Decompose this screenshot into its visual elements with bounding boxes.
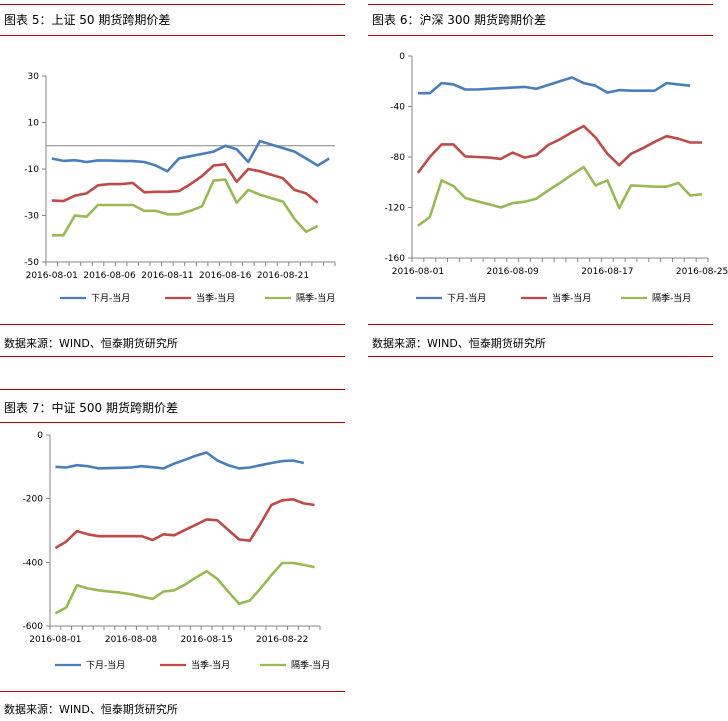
x-tick-label: 2016-08-08 bbox=[105, 635, 158, 645]
legend-label-1: 下月-当月 bbox=[86, 659, 125, 671]
y-tick-label: -50 bbox=[24, 258, 39, 268]
title-rule-1 bbox=[0, 35, 345, 36]
data-source: 数据来源：WIND、恒泰期货研究所 bbox=[372, 337, 546, 350]
title-rule-3 bbox=[0, 422, 345, 423]
y-tick-label: -200 bbox=[23, 495, 44, 505]
data-source: 数据来源：WIND、恒泰期货研究所 bbox=[4, 337, 178, 350]
legend-label-1: 下月-当月 bbox=[447, 292, 486, 304]
chart-title: 图表 6：沪深 300 期货跨期价差 bbox=[372, 13, 546, 27]
legend-label-2: 当季-当月 bbox=[196, 292, 235, 304]
x-tick-label: 2016-08-09 bbox=[486, 267, 539, 277]
title-rule-2 bbox=[368, 35, 713, 36]
series-line-3 bbox=[51, 178, 319, 237]
series-line-1 bbox=[51, 139, 330, 173]
y-tick-label: -600 bbox=[23, 622, 44, 632]
series-line-2 bbox=[54, 498, 315, 550]
x-tick-label: 2016-08-17 bbox=[581, 267, 633, 277]
y-tick-label: 10 bbox=[28, 119, 40, 129]
data-source: 数据来源：WIND、恒泰期货研究所 bbox=[4, 703, 178, 716]
source-rule-2 bbox=[368, 324, 713, 325]
y-tick-label: -30 bbox=[24, 212, 39, 222]
x-tick-label: 2016-08-01 bbox=[29, 635, 81, 645]
x-tick-label: 2016-08-25 bbox=[676, 267, 728, 277]
series-line-2 bbox=[416, 124, 703, 174]
bottom-rule-1 bbox=[0, 356, 345, 357]
y-tick-label: 0 bbox=[37, 431, 43, 441]
y-tick-label: -10 bbox=[24, 165, 39, 175]
x-tick-label: 2016-08-01 bbox=[26, 271, 78, 281]
chart-6-plot: 0 -40 -80 -120 -160 2016-08-01 2016-08-09 2016-… bbox=[385, 52, 728, 304]
x-tick-label: 2016-08-16 bbox=[199, 271, 252, 281]
legend-label-2: 当季-当月 bbox=[552, 292, 591, 304]
x-tick-label: 2016-08-06 bbox=[83, 271, 136, 281]
y-tick-label: 0 bbox=[399, 52, 405, 62]
chart-title: 图表 7：中证 500 期货跨期价差 bbox=[4, 401, 178, 415]
top-rule-1 bbox=[0, 4, 345, 5]
chart-5-plot: 30 10 -10 -30 -50 2016-08-01 2016-08-06 2016-08… bbox=[24, 72, 336, 304]
y-tick-label: -40 bbox=[390, 103, 405, 113]
y-tick-label: -80 bbox=[390, 153, 405, 163]
x-tick-label: 2016-08-21 bbox=[257, 271, 309, 281]
y-tick-label: -120 bbox=[385, 204, 406, 214]
series-line-3 bbox=[417, 165, 703, 227]
y-tick-label: -400 bbox=[23, 558, 44, 568]
legend-label-1: 下月-当月 bbox=[91, 292, 130, 304]
top-rule-2 bbox=[368, 4, 713, 5]
bottom-rule-2 bbox=[368, 356, 713, 357]
x-tick-label: 2016-08-11 bbox=[141, 271, 193, 281]
x-tick-label: 2016-08-22 bbox=[256, 635, 308, 645]
legend-label-3: 隔季-当月 bbox=[291, 659, 330, 671]
source-rule-1 bbox=[0, 324, 345, 325]
y-tick-label: 30 bbox=[28, 72, 40, 82]
chart-7-plot: 0 -200 -400 -600 2016-08-01 2016-08-08 2016-08… bbox=[23, 431, 331, 671]
chart-title: 图表 5：上证 50 期货跨期价差 bbox=[4, 13, 171, 27]
series-line-1 bbox=[417, 76, 691, 95]
top-rule-3 bbox=[0, 389, 345, 390]
x-tick-label: 2016-08-15 bbox=[180, 635, 232, 645]
legend-label-3: 隔季-当月 bbox=[652, 292, 691, 304]
series-line-1 bbox=[55, 451, 305, 470]
legend-label-3: 隔季-当月 bbox=[296, 292, 335, 304]
x-tick-label: 2016-08-01 bbox=[392, 267, 444, 277]
y-tick-label: -160 bbox=[385, 254, 406, 264]
series-line-3 bbox=[54, 561, 315, 615]
source-rule-3 bbox=[0, 691, 345, 692]
series-line-2 bbox=[51, 163, 319, 204]
legend-label-2: 当季-当月 bbox=[191, 659, 230, 671]
